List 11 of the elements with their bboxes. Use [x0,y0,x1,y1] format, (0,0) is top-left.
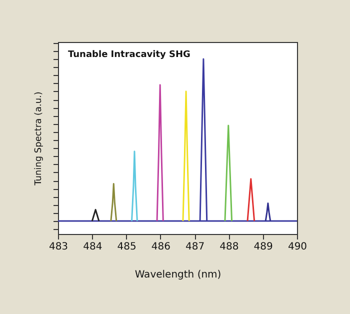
x-tick-label: 487 [186,242,205,252]
x-tick-label: 490 [288,242,308,252]
x-tick-label: 485 [117,242,136,252]
x-tick-label: 484 [83,242,102,252]
chart-title: Tunable Intracavity SHG [68,50,190,60]
y-axis-title: Tuning Spectra (a.u.) [34,92,44,186]
x-tick-label: 489 [254,242,273,252]
x-tick-label: 486 [151,242,170,252]
x-axis-title: Wavelength (nm) [134,270,222,280]
x-tick-label: 483 [48,242,68,252]
x-tick-label: 488 [220,242,239,252]
